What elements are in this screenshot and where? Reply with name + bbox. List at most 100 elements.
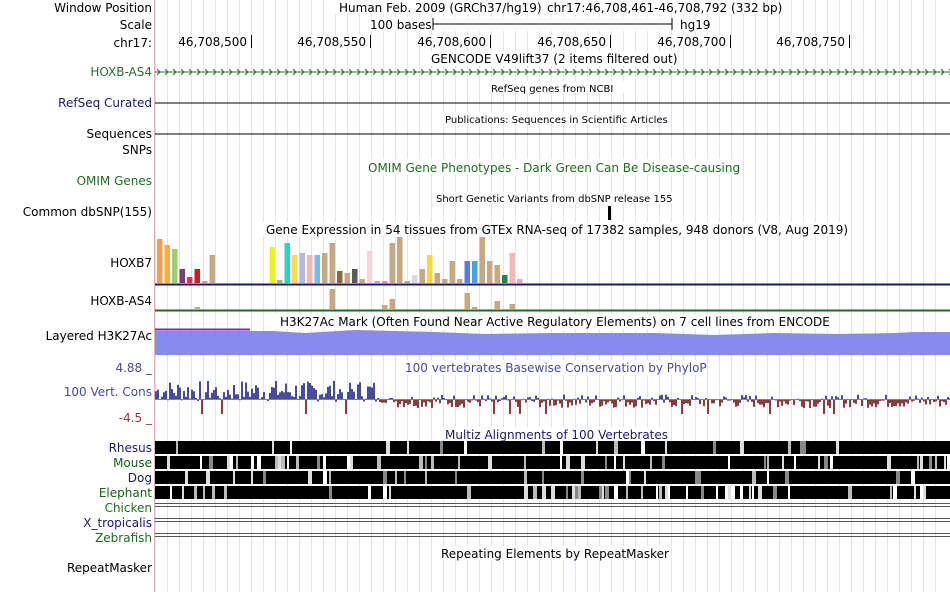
multiz-gap (431, 456, 434, 469)
ruler-tick-label: 46,708,750 (776, 35, 845, 49)
dbsnp-label[interactable]: Common dbSNP(155) (22, 205, 152, 219)
strand-chevron (244, 68, 249, 76)
species-xtropicalis-label[interactable]: X_tropicalis (83, 516, 152, 530)
gtex-bar (307, 255, 313, 283)
cons-bar (461, 400, 463, 404)
multiz-gap (665, 486, 668, 499)
strand-chevron (660, 68, 665, 76)
cons-bar (943, 400, 945, 403)
gtex-bar (509, 253, 515, 283)
cons-bar (803, 400, 805, 408)
cons-bar (283, 392, 285, 400)
cons-bar (779, 400, 781, 402)
cons-bar (327, 386, 329, 400)
multiz-title: Multiz Alignments of 100 Vertebrates (445, 428, 668, 442)
cons-bar (225, 396, 227, 400)
strand-chevron (628, 68, 633, 76)
multiz-alignments[interactable] (155, 441, 950, 537)
gencode-gene-label[interactable]: HOXB-AS4 (90, 65, 152, 79)
cons-bar (509, 400, 511, 414)
cons-bar (801, 400, 803, 407)
cons-bar (893, 400, 895, 406)
species-mouse-label[interactable]: Mouse (113, 456, 152, 470)
h3k27ac-signal[interactable] (155, 330, 950, 355)
multiz-row (155, 456, 950, 469)
conservation-bars[interactable] (155, 380, 950, 414)
cons-bar (767, 400, 769, 404)
cons-bar (311, 385, 313, 400)
ruler-label-bg (779, 35, 851, 48)
cons-bar (685, 400, 687, 404)
cons-bar (853, 400, 855, 403)
cons-bar (539, 400, 541, 408)
ruler[interactable]: 46,708,500 46,708,550 46,708,600 46,708,650… (178, 35, 851, 49)
cons-bar (603, 400, 605, 402)
strand-chevron (556, 68, 561, 76)
cons-bar (395, 400, 397, 402)
species-zebrafish-label[interactable]: Zebrafish (95, 531, 152, 545)
sequences-label[interactable]: Sequences (86, 127, 152, 141)
cons-bar (673, 400, 675, 406)
cons-bar (341, 392, 343, 400)
multiz-gap (455, 471, 457, 484)
species-rhesus-label[interactable]: Rhesus (108, 441, 152, 455)
multiz-title-bg (440, 427, 665, 441)
cons-bar (813, 400, 815, 407)
gtex-bar (164, 245, 170, 283)
strand-chevron (412, 68, 417, 76)
multiz-gap (566, 486, 568, 499)
gtex-hoxb-as4-bars[interactable] (194, 289, 516, 309)
strand-chevron (220, 68, 225, 76)
cons-max-label: 4.88 _ (115, 361, 152, 375)
cons-bar (749, 395, 751, 400)
strand-chevron (460, 68, 465, 76)
gtex-hoxb-as4-label[interactable]: HOXB-AS4 (90, 294, 152, 308)
gtex-bar (157, 239, 163, 283)
multiz-gap (560, 456, 562, 469)
multiz-gap (167, 456, 170, 469)
track-canvas: Human Feb. 2009 (GRCh37/hg19) chr17:46,7… (155, 0, 950, 592)
cons-label[interactable]: 100 Vert. Cons (63, 385, 152, 399)
cons-bar (229, 394, 231, 400)
browser-image[interactable]: Human Feb. 2009 (GRCh37/hg19) chr17:46,7… (155, 0, 950, 592)
cons-bar (235, 394, 237, 400)
strand-chevron (580, 68, 585, 76)
cons-bar (933, 400, 935, 402)
cons-bar (405, 400, 407, 404)
cons-bar (877, 400, 879, 405)
species-chicken-label[interactable]: Chicken (104, 501, 152, 515)
gtex-hoxb7-bars[interactable] (157, 237, 523, 283)
cons-bar (567, 400, 569, 408)
cons-bar (805, 400, 807, 402)
gtex-hoxb7-label[interactable]: HOXB7 (110, 256, 152, 270)
strand-chevron (812, 68, 817, 76)
cons-bar (531, 400, 533, 401)
dbsnp-variant[interactable] (608, 206, 611, 220)
multiz-gap (209, 456, 213, 469)
refseq-label[interactable]: RefSeq Curated (58, 96, 152, 110)
omim-label[interactable]: OMIM Genes (76, 174, 152, 188)
multiz-gap (323, 471, 327, 484)
cons-bar (517, 400, 519, 407)
multiz-gap (929, 456, 932, 469)
gencode-strand-chevrons (156, 68, 950, 76)
cons-bar (427, 400, 429, 402)
cons-bar (623, 395, 625, 400)
cons-bar (929, 400, 931, 405)
repeatmasker-label[interactable]: RepeatMasker (66, 561, 152, 575)
cons-bar (879, 400, 881, 402)
cons-bar (379, 400, 381, 402)
species-elephant-label[interactable]: Elephant (98, 486, 152, 500)
scale-label: Scale (119, 18, 152, 32)
strand-chevron (644, 68, 649, 76)
cons-bar (695, 396, 697, 400)
species-dog-label[interactable]: Dog (127, 471, 152, 485)
cons-bar (537, 397, 539, 400)
cons-bar (505, 395, 507, 400)
multiz-gap (818, 456, 820, 469)
strand-chevron (684, 68, 689, 76)
snps-label[interactable]: SNPs (122, 143, 152, 157)
cons-bar (909, 396, 911, 400)
cons-bar (173, 392, 175, 400)
h3k27ac-label[interactable]: Layered H3K27Ac (45, 329, 152, 343)
